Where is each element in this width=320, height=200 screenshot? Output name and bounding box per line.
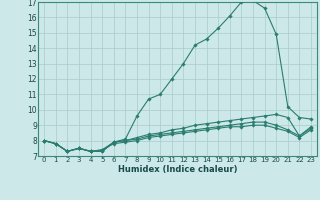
X-axis label: Humidex (Indice chaleur): Humidex (Indice chaleur) (118, 165, 237, 174)
